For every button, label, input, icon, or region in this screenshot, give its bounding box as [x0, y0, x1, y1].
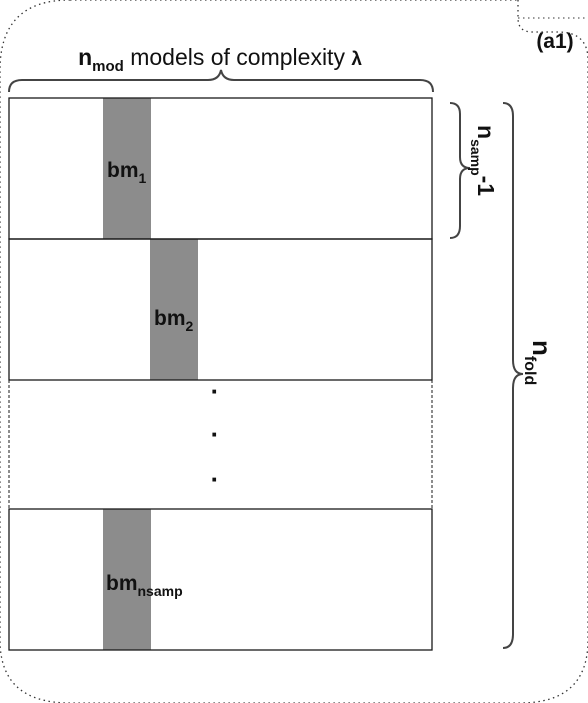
row-4-label: bmnsamp [106, 572, 183, 599]
ellipsis-dot-3: · [211, 464, 220, 494]
outer-right-brace [502, 102, 524, 649]
ellipsis-dot-2: · [211, 419, 220, 449]
row-1-label: bm1 [107, 159, 147, 186]
header-lambda: λ [351, 49, 362, 70]
row-2-label: bm2 [154, 307, 194, 334]
header-n-sub: mod [92, 58, 124, 75]
band-bm2 [150, 239, 198, 380]
row-1-box [8, 97, 433, 240]
row-2-box [8, 238, 433, 381]
inner-right-brace [449, 102, 471, 239]
header-title: nmod models of complexity λ [78, 44, 362, 75]
band-bm1 [103, 98, 151, 239]
row-4-box [8, 508, 433, 651]
header-n: n [78, 44, 92, 70]
outer-brace-label: nfold [521, 340, 557, 385]
band-bmnsamp [103, 509, 151, 650]
inner-brace-label: nsamp-1 [468, 125, 499, 196]
ellipsis-dot-1: · [211, 376, 220, 406]
header-text: models of complexity [124, 44, 352, 70]
panel-label: (a1) [536, 30, 573, 53]
top-brace [8, 69, 434, 93]
